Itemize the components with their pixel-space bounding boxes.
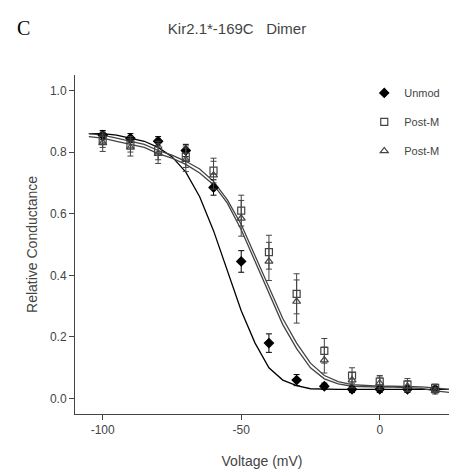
- svg-text:Kir2.1*-169C Dimer: Kir2.1*-169C Dimer: [168, 20, 306, 37]
- svg-text:Unmod: Unmod: [404, 87, 439, 99]
- svg-text:Post-M: Post-M: [404, 116, 439, 128]
- svg-text:0.4: 0.4: [50, 269, 67, 283]
- svg-text:0.0: 0.0: [50, 392, 67, 406]
- svg-text:-50: -50: [233, 423, 251, 437]
- svg-text:0.8: 0.8: [50, 145, 67, 159]
- svg-text:0.2: 0.2: [50, 330, 67, 344]
- svg-text:Post-M: Post-M: [404, 145, 439, 157]
- svg-text:0.6: 0.6: [50, 207, 67, 221]
- svg-text:1.0: 1.0: [50, 84, 67, 98]
- svg-text:0: 0: [376, 423, 383, 437]
- svg-text:Voltage (mV): Voltage (mV): [222, 453, 303, 469]
- svg-text:Relative Conductance: Relative Conductance: [24, 176, 40, 313]
- svg-text:-100: -100: [91, 423, 115, 437]
- svg-text:C: C: [17, 17, 30, 39]
